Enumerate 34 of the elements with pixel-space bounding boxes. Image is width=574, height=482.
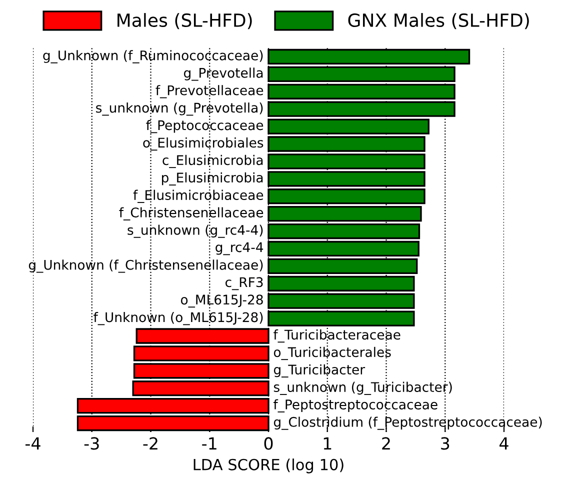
y-tick-label: f_Elusimicrobiaceae — [133, 190, 264, 203]
x-tick-label: -1 — [202, 437, 216, 450]
y-tick-label: f_Prevotellaceae — [156, 85, 264, 98]
y-tick-label: c_Elusimicrobia — [162, 154, 263, 168]
y-tick-label: o_Elusimicrobiales — [143, 137, 264, 151]
y-tick-label: o_ML615J-28 — [180, 294, 263, 308]
x-tick-label: -3 — [84, 437, 99, 450]
x-tick-label: 2 — [382, 437, 390, 450]
y-tick-label: f_Peptococcaceae — [146, 120, 264, 134]
x-tick-label: -4 — [26, 437, 40, 450]
y-tick-label: g_Prevotella — [184, 68, 263, 81]
x-tick-label: 4 — [500, 437, 508, 450]
y-tick-label: f_Christensenellaceae — [119, 207, 264, 220]
y-tick-label: o_Turicibacterales — [274, 346, 391, 360]
x-tick-label: -2 — [143, 437, 158, 450]
y-tick-label: f_Peptostreptococcaceae — [274, 399, 438, 412]
y-tick-label: s_unknown (g_Turicibacter) — [274, 382, 452, 395]
y-tick-label: g_Unknown (f_Ruminococcaceae) — [43, 50, 263, 64]
y-tick-label: g_rc4-4 — [216, 242, 264, 256]
y-tick-label: f_Unknown (o_ML615J-28) — [94, 312, 263, 326]
y-tick-label: g_Clostridium (f_Peptostreptococcaceae) — [274, 416, 542, 430]
x-tick-label: 0 — [264, 437, 273, 450]
y-tick-label: c_RF3 — [226, 277, 263, 290]
y-tick-label: f_Turicibacteraceae — [274, 329, 400, 343]
y-tick-label: g_Unknown (f_Christensenellaceae) — [28, 260, 263, 273]
y-tick-label: s_unknown (g_Prevotella) — [96, 102, 263, 116]
legend-label: Males (SL-HFD) — [118, 13, 252, 30]
legend-label: GNX Males (SL-HFD) — [348, 13, 529, 30]
x-tick-label: 1 — [324, 437, 332, 450]
x-axis-title: LDA SCORE (log 10) — [194, 458, 344, 474]
y-tick-label: g_Turicibacter — [274, 364, 366, 378]
y-tick-label: p_Elusimicrobia — [162, 172, 263, 186]
x-tick-label: 3 — [441, 437, 450, 450]
y-tick-label: s_unknown (g_rc4-4) — [128, 224, 263, 238]
